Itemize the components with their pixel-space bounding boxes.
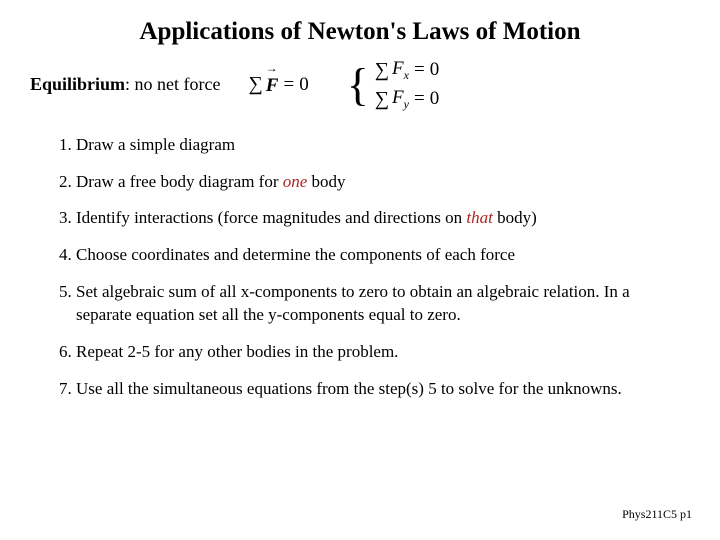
sigma-icon: ∑ bbox=[249, 73, 263, 96]
sigma-icon: ∑ bbox=[375, 88, 389, 111]
brace-icon: { bbox=[347, 62, 369, 108]
step-item: Use all the simultaneous equations from … bbox=[76, 378, 690, 401]
page-footer: Phys211C5 p1 bbox=[622, 507, 692, 522]
equals-sign: = bbox=[283, 74, 294, 96]
equilibrium-term: Equilibrium bbox=[30, 74, 125, 94]
sum-f-equals-zero: ∑ F = 0 bbox=[249, 72, 309, 97]
zero-value: 0 bbox=[430, 88, 440, 110]
brace-components: ∑ Fx = 0 ∑ Fy = 0 bbox=[375, 58, 439, 112]
equals-sign: = bbox=[414, 88, 425, 110]
sum-fx: ∑ Fx = 0 bbox=[375, 58, 439, 83]
zero-value: 0 bbox=[430, 59, 440, 81]
sigma-icon: ∑ bbox=[375, 59, 389, 82]
equilibrium-row: Equilibrium: no net force ∑ F = 0 { ∑ Fx… bbox=[30, 58, 690, 112]
step-item: Identify interactions (force magnitudes … bbox=[76, 207, 690, 230]
zero-value: 0 bbox=[299, 74, 309, 96]
step-item: Draw a free body diagram for one body bbox=[76, 171, 690, 194]
formula-block: ∑ F = 0 { ∑ Fx = 0 ∑ Fy bbox=[249, 58, 440, 112]
sum-fy: ∑ Fy = 0 bbox=[375, 87, 439, 112]
step-item: Set algebraic sum of all x-components to… bbox=[76, 281, 690, 327]
step-item: Draw a simple diagram bbox=[76, 134, 690, 157]
equilibrium-rest: : no net force bbox=[125, 74, 220, 94]
step-item: Choose coordinates and determine the com… bbox=[76, 244, 690, 267]
brace-group: { ∑ Fx = 0 ∑ Fy = 0 bbox=[347, 58, 440, 112]
equals-sign: = bbox=[414, 59, 425, 81]
steps-list: Draw a simple diagram Draw a free body d… bbox=[30, 134, 690, 402]
fy-label: Fy bbox=[392, 87, 409, 112]
fx-label: Fx bbox=[392, 58, 409, 83]
page-title: Applications of Newton's Laws of Motion bbox=[30, 18, 690, 46]
vector-f: F bbox=[266, 72, 279, 97]
equilibrium-label: Equilibrium: no net force bbox=[30, 74, 221, 95]
step-item: Repeat 2-5 for any other bodies in the p… bbox=[76, 341, 690, 364]
